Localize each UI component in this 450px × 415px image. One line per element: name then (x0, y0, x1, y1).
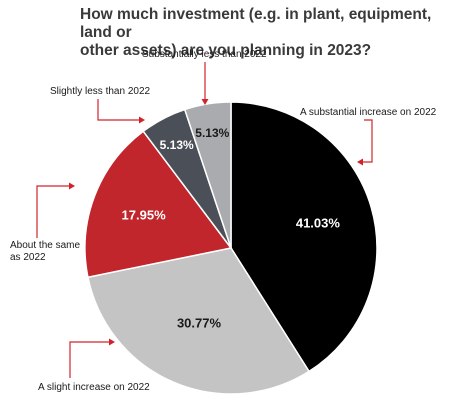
slice-label-substantially-less: 5.13% (195, 126, 229, 140)
chart-title-line-1: How much investment (e.g. in plant, equi… (80, 6, 432, 41)
callout-slightly-less-text: Slightly less than 2022 (50, 86, 151, 97)
pie-slice-labels: 41.03% 30.77% 17.95% 5.13%5.13% (122, 126, 341, 331)
slice-label-substantial-increase: 41.03% (296, 215, 341, 230)
arrow-substantially-less (201, 62, 209, 105)
callout-about-same-line-2: as 2022 (10, 252, 46, 263)
pie-slice-substantial-increase (230, 101, 378, 373)
slice-label-about-same: 17.95% (122, 207, 167, 222)
pie-slices (84, 101, 378, 395)
pie-slice-substantially-less (183, 101, 232, 249)
callout-substantial-increase-text: A substantial increase on 2022 (300, 107, 437, 118)
arrow-substantial-increase (357, 119, 373, 166)
callout-slightly-less: Slightly less than 2022 (50, 86, 150, 98)
callout-slight-increase: A slight increase on 2022 (38, 382, 150, 394)
chart-title-line-2: other assets) are you planning in 2023? (80, 42, 372, 59)
slice-label-slightly-less: 5.13% (160, 138, 194, 152)
callout-about-same: About the same as 2022 (10, 240, 80, 264)
pie-slice-slight-increase (87, 247, 311, 395)
pie-slice-about-same (84, 130, 233, 279)
slice-label-slight-increase: 30.77% (177, 316, 222, 331)
arrow-slight-increase (69, 338, 115, 378)
callout-substantially-less-text: Substantially less than 2022 (142, 49, 267, 60)
chart-title: How much investment (e.g. in plant, equi… (80, 6, 440, 60)
callout-slight-increase-text: A slight increase on 2022 (38, 382, 150, 393)
callout-about-same-line-1: About the same (10, 240, 81, 251)
callout-substantial-increase: A substantial increase on 2022 (300, 107, 436, 119)
arrow-slightly-less (97, 99, 145, 124)
arrow-about-same (36, 182, 75, 238)
callout-arrows (36, 62, 373, 378)
callout-substantially-less: Substantially less than 2022 (142, 49, 267, 61)
